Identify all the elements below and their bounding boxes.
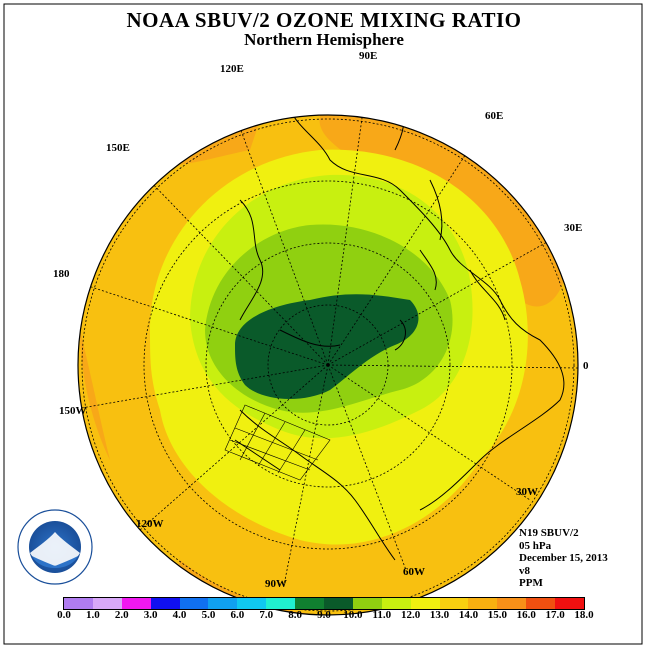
lon-label-30w: 30W	[516, 486, 538, 498]
lon-label-0: 0	[583, 360, 589, 372]
info-instrument: N19 SBUV/2	[519, 527, 579, 539]
legend-swatch	[381, 598, 411, 609]
legend-tick-label: 0.0	[57, 609, 71, 621]
legend-tick-label: 10.0	[343, 609, 363, 621]
info-units: PPM	[519, 577, 543, 589]
info-date: December 15, 2013	[519, 552, 608, 564]
legend-tick-label: 11.0	[372, 609, 392, 621]
lon-label-90w: 90W	[265, 578, 287, 590]
lon-label-60e: 60E	[485, 110, 504, 122]
legend-tick-label: 2.0	[114, 609, 129, 621]
legend-tick-label: 18.0	[574, 609, 594, 621]
legend-tick-label: 15.0	[487, 609, 507, 621]
legend-tick-label: 5.0	[201, 609, 216, 621]
figure-border	[3, 3, 643, 645]
legend-swatch	[555, 598, 585, 609]
lon-label-120w: 120W	[136, 518, 164, 530]
legend-swatch	[410, 598, 440, 609]
legend-tick-label: 14.0	[458, 609, 479, 621]
legend-tick-label: 3.0	[143, 609, 158, 621]
legend-tick-label: 13.0	[429, 609, 450, 621]
legend-ticks: 0.0 1.0 2.0 3.0 4.0 5.0 6.0 7.0 8.0 9.0 10.0 11.0 12…	[0, 609, 648, 623]
legend-swatch	[266, 598, 296, 609]
info-level: 05 hPa	[519, 539, 552, 552]
legend-tick-label: 17.0	[545, 609, 565, 621]
legend-swatch	[324, 598, 353, 609]
lon-label-150w: 150W	[59, 405, 87, 417]
legend-tick-label: 1.0	[86, 609, 100, 621]
legend-swatch	[295, 598, 325, 609]
legend-tick-label: 16.0	[516, 609, 536, 621]
legend-swatch	[352, 598, 382, 609]
legend-swatch	[92, 598, 122, 609]
legend-swatch	[150, 598, 180, 609]
color-legend	[63, 597, 585, 610]
chart-title: NOAA SBUV/2 OZONE MIXING RATIO	[126, 8, 522, 32]
legend-tick-label: 4.0	[172, 609, 187, 621]
info-block: N19 SBUV/2 05 hPa December 15, 2013 v8 P…	[519, 527, 608, 590]
legend-swatch	[468, 598, 498, 609]
legend-swatch	[439, 598, 469, 609]
lon-label-120e: 120E	[220, 63, 244, 75]
lon-label-30e: 30E	[564, 222, 583, 234]
legend-tick-label: 8.0	[288, 609, 302, 621]
lon-label-60w: 60W	[403, 566, 425, 578]
legend-swatch	[64, 598, 93, 609]
chart-subtitle: Northern Hemisphere	[244, 30, 404, 49]
legend-tick-label: 6.0	[230, 609, 245, 621]
legend-swatch	[497, 598, 527, 609]
legend-swatch	[179, 598, 209, 609]
legend-swatch	[121, 598, 151, 609]
lon-label-90e: 90E	[359, 50, 378, 62]
lon-label-150e: 150E	[106, 142, 130, 154]
legend-swatch	[237, 598, 267, 609]
legend-tick-label: 9.0	[317, 609, 331, 621]
legend-tick-label: 7.0	[259, 609, 274, 621]
legend-swatch	[208, 598, 238, 609]
noaa-logo	[17, 509, 93, 585]
hemisphere-map	[78, 115, 578, 615]
legend-tick-label: 12.0	[401, 609, 421, 621]
hemisphere-outline	[77, 114, 579, 616]
info-version: v8	[519, 564, 530, 577]
lon-label-180: 180	[53, 268, 70, 280]
legend-swatch	[526, 598, 556, 609]
